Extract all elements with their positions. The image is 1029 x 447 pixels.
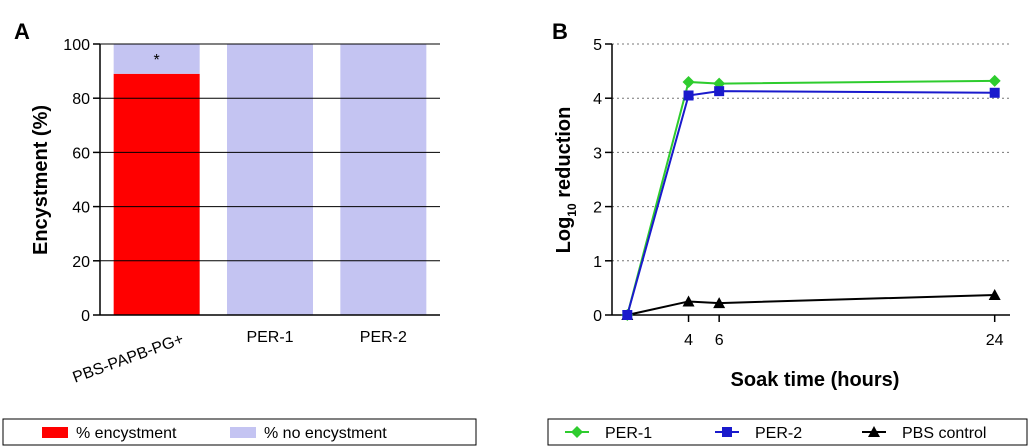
bar-no-encystment-per-1 bbox=[227, 44, 313, 315]
x-tick-label: PER-1 bbox=[246, 329, 293, 346]
y-tick-label: 60 bbox=[72, 145, 90, 162]
bar-no-encystment-pbs-papb-pg bbox=[113, 44, 200, 74]
x-tick-label: PER-2 bbox=[360, 329, 407, 346]
y-tick-label: 3 bbox=[593, 145, 602, 162]
y-axis-label: Log10 reduction bbox=[553, 107, 579, 254]
panel-label-b: B bbox=[552, 19, 568, 44]
legend: PER-1 PER-2 PBS control bbox=[547, 418, 1028, 446]
legend-box bbox=[2, 418, 477, 446]
legend-label-encystment: % encystment bbox=[76, 425, 177, 442]
legend-swatch-no-encystment bbox=[230, 427, 256, 438]
bar-encystment-pbs-papb-pg bbox=[113, 73, 200, 315]
legend-marker-per-2 bbox=[722, 427, 732, 437]
legend-swatch-encystment bbox=[42, 427, 68, 438]
y-tick-label: 1 bbox=[593, 254, 602, 271]
legend: % encystment % no encystment bbox=[2, 418, 477, 446]
series-line-per-1 bbox=[626, 79, 995, 316]
y-tick-label: 100 bbox=[63, 37, 90, 54]
data-point-per-2 bbox=[714, 86, 725, 97]
panel-b-log-reduction-chart: B Log10 reduction Soak time (hours) 0 1 2 3… bbox=[547, 19, 1028, 446]
legend-label-per-2: PER-2 bbox=[755, 425, 802, 442]
y-tick-label: 20 bbox=[72, 254, 90, 271]
legend-label-pbs-control: PBS control bbox=[902, 425, 986, 442]
y-tick-label: 5 bbox=[593, 37, 602, 54]
y-tick-label: 2 bbox=[593, 200, 602, 217]
bars: * bbox=[113, 44, 427, 315]
y-axis-label-rest: reduction bbox=[553, 107, 575, 204]
axes: 0 1 2 3 4 5 4 6 24 bbox=[593, 37, 1010, 349]
bar-no-encystment-per-2 bbox=[340, 44, 427, 315]
y-tick-label: 40 bbox=[72, 200, 90, 217]
legend-label-per-1: PER-1 bbox=[605, 425, 652, 442]
legend-marker-pbs-control bbox=[868, 426, 880, 437]
x-tick-label: 6 bbox=[715, 332, 724, 349]
y-axis-label-main: Log bbox=[553, 217, 575, 254]
x-tick-label: 24 bbox=[986, 332, 1004, 349]
data-point-per-2 bbox=[622, 310, 633, 320]
y-axis-label-subscript: 10 bbox=[565, 203, 579, 217]
x-axis-label: Soak time (hours) bbox=[731, 369, 900, 391]
y-tick-label: 80 bbox=[72, 91, 90, 108]
data-point-pbs-control bbox=[988, 288, 1001, 300]
panel-label-a: A bbox=[14, 19, 30, 44]
data-point-per-2 bbox=[989, 87, 1000, 98]
y-tick-label: 4 bbox=[593, 91, 602, 108]
significance-asterisk: * bbox=[154, 52, 160, 69]
series-line-per-2 bbox=[626, 90, 995, 316]
series-line-pbs-control bbox=[627, 293, 995, 316]
x-tick-label: PBS-PAPB-PG+ bbox=[71, 331, 186, 387]
legend-box bbox=[547, 418, 1028, 446]
data-point-per-2 bbox=[683, 90, 694, 101]
series bbox=[621, 74, 1001, 321]
legend-label-no-encystment: % no encystment bbox=[264, 425, 387, 442]
data-point-per-1 bbox=[988, 74, 1001, 87]
x-tick-label: 4 bbox=[684, 332, 693, 349]
panel-a-encystment-chart: A Encystment (%) * PBS-PAPB-PG+ PER-1 PER-… bbox=[2, 19, 477, 446]
data-point-pbs-control bbox=[713, 297, 726, 309]
data-point-per-1 bbox=[682, 75, 695, 88]
legend-marker-per-1 bbox=[571, 426, 583, 438]
y-axis-label: Encystment (%) bbox=[30, 105, 52, 255]
y-tick-label: 0 bbox=[81, 308, 90, 325]
gridlines bbox=[612, 43, 1010, 262]
data-point-pbs-control bbox=[682, 295, 695, 307]
y-tick-label: 0 bbox=[593, 308, 602, 325]
